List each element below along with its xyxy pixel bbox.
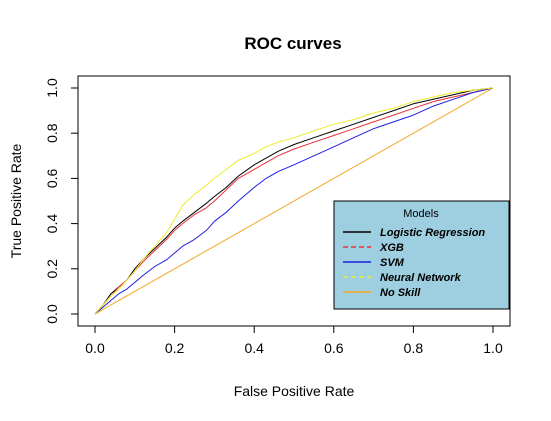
x-tick-label: 0.0 [85,340,105,356]
y-tick-label: 1.0 [44,78,60,98]
x-axis-label: False Positive Rate [234,383,355,399]
y-tick-label: 0.8 [44,123,60,143]
x-tick-label: 0.4 [244,340,264,356]
legend-label: Neural Network [380,272,462,284]
series-line-logistic-regression [94,87,494,315]
legend: Models Logistic Regression XGB SVM Neural N… [333,200,510,310]
series-line-neural-network [94,87,494,315]
y-axis: 0.0 0.2 0.4 0.6 0.8 1.0 [44,78,79,324]
x-tick-label: 0.8 [404,340,424,356]
x-tick-label: 1.0 [483,340,503,356]
series-line-no-skill [94,87,494,315]
legend-label: SVM [380,257,405,269]
chart-title: ROC curves [244,34,341,53]
legend-label: No Skill [380,287,421,299]
x-tick-label: 0.6 [324,340,344,356]
legend-label: XGB [379,242,404,254]
y-tick-label: 0.2 [44,259,60,279]
y-tick-label: 0.6 [44,168,60,188]
legend-title: Models [403,208,439,220]
legend-box [333,200,510,310]
series-line-svm [94,87,494,315]
y-tick-label: 0.4 [44,214,60,234]
y-tick-label: 0.0 [44,304,60,324]
series-layer [94,87,494,315]
legend-label: Logistic Regression [380,227,485,239]
legend-items: Logistic Regression XGB SVM Neural Network N… [343,227,485,299]
x-axis: 0.0 0.2 0.4 0.6 0.8 1.0 [85,325,503,356]
y-axis-label: True Positive Rate [8,143,24,258]
x-tick-label: 0.2 [165,340,185,356]
